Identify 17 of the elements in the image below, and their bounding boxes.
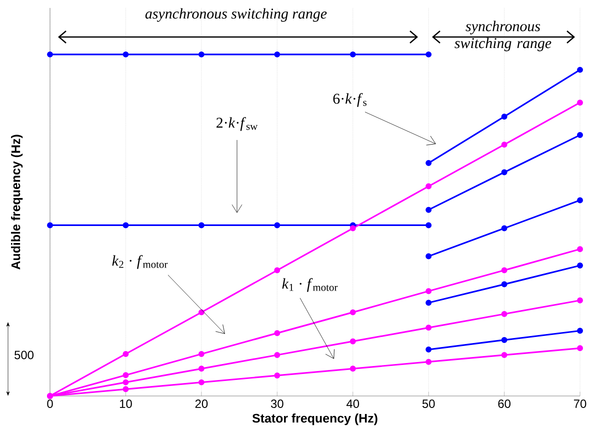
annotation: 2·k·f$_{sw}$ — [216, 117, 258, 131]
text: 500 — [14, 350, 34, 360]
x-tick-label: 70 — [574, 400, 586, 408]
annotation: 6·k·f$_{s}$ — [333, 93, 366, 107]
x-tick-label: 10 — [120, 400, 132, 408]
x-tick-label: 50 — [422, 400, 435, 408]
annotation: k$_{2}$ · f$_{motor}$ — [112, 255, 168, 269]
x-axis-title: Stator frequency (Hz) — [252, 413, 378, 426]
x-tick-label: 60 — [498, 400, 510, 408]
x-tick-label: 40 — [346, 400, 360, 408]
x-tick-label: 0 — [47, 400, 53, 408]
y-axis-title: Audible frequency (Hz) — [11, 134, 23, 270]
text: asynchronous switching range — [145, 8, 327, 22]
x-tick-label: 30 — [270, 400, 284, 408]
text: synchronous switching range — [454, 20, 552, 52]
x-tick-label: 20 — [195, 400, 208, 408]
annotation: k$_{1}$ · f$_{motor}$ — [282, 278, 338, 292]
